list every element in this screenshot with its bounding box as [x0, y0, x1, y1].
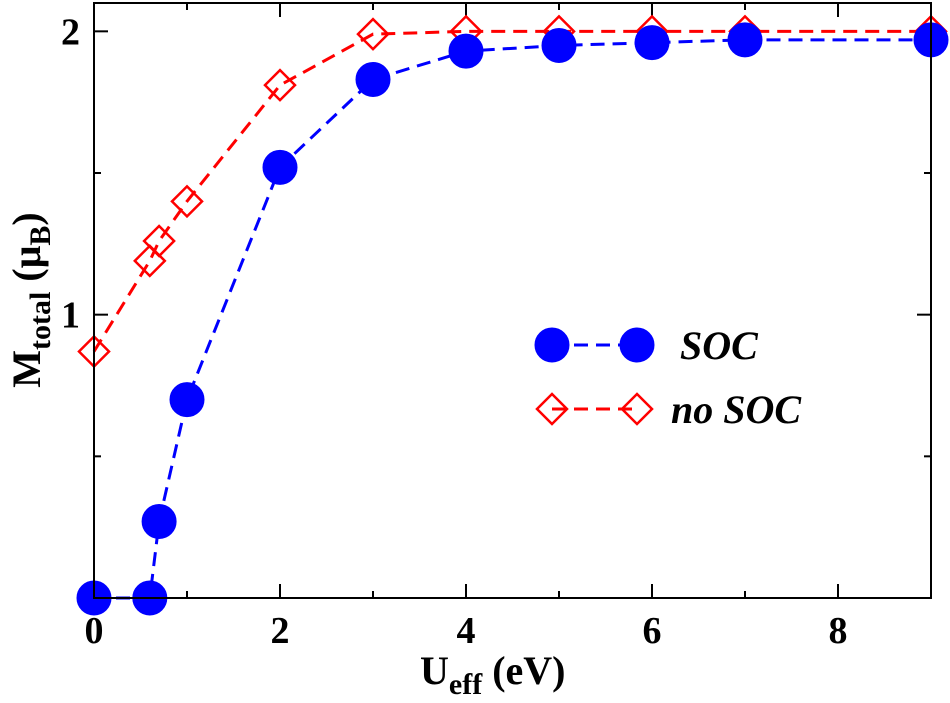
y-axis-label: Mtotal (μB) [4, 212, 57, 387]
x-tick-label: 6 [643, 610, 662, 652]
data-point-soc [541, 28, 577, 63]
series-line-no-soc [92, 29, 931, 353]
ticks-layer: 0 2 4 6 8 1 2 [61, 3, 932, 652]
legend-marker-soc [534, 327, 570, 363]
y-tick-label: 2 [61, 11, 80, 53]
data-point-no-soc [142, 224, 176, 258]
data-point-no-soc [263, 68, 297, 102]
y-axis-label-sub: total [24, 292, 57, 350]
data-point-soc [169, 382, 205, 418]
y-axis-label-unit-sub: B [24, 226, 57, 246]
series-line-soc [94, 38, 931, 600]
data-point-soc [727, 22, 763, 58]
y-axis-label-unit-close: ) [4, 212, 49, 225]
series-layer [76, 14, 949, 616]
data-point-soc [262, 149, 298, 185]
legend-item-no-soc [535, 392, 654, 426]
data-point-soc [448, 33, 484, 69]
x-axis-label-main: U [420, 648, 449, 693]
x-tick-label: 2 [271, 610, 290, 652]
data-point-no-soc [170, 184, 204, 219]
x-axis-label-unit: (eV) [482, 648, 565, 693]
data-point-soc [355, 62, 391, 97]
data-point-no-soc [356, 17, 390, 51]
legend-marker-soc [619, 327, 655, 363]
y-axis-label-main: M [4, 350, 49, 388]
legend-marker-no-soc [620, 392, 654, 426]
plot-frame [93, 2, 932, 599]
x-axis-label: Ueff (eV) [420, 648, 565, 701]
legend-item-soc [534, 327, 655, 363]
legend-marker-no-soc [535, 392, 569, 426]
x-tick-label: 8 [829, 610, 848, 652]
legend-label-no-soc: no SOC [671, 387, 802, 432]
data-point-soc [634, 25, 670, 61]
x-axis-label-sub: eff [449, 668, 483, 701]
data-point-no-soc [133, 244, 167, 278]
y-tick-label: 1 [61, 295, 80, 337]
y-axis-label-unit-open: (μ [4, 245, 49, 291]
x-tick-label: 0 [85, 610, 104, 652]
legend-label-soc: SOC [680, 323, 759, 368]
data-point-soc [141, 504, 177, 539]
x-tick-label: 4 [457, 610, 476, 652]
legend: SOC no SOC [534, 323, 802, 432]
